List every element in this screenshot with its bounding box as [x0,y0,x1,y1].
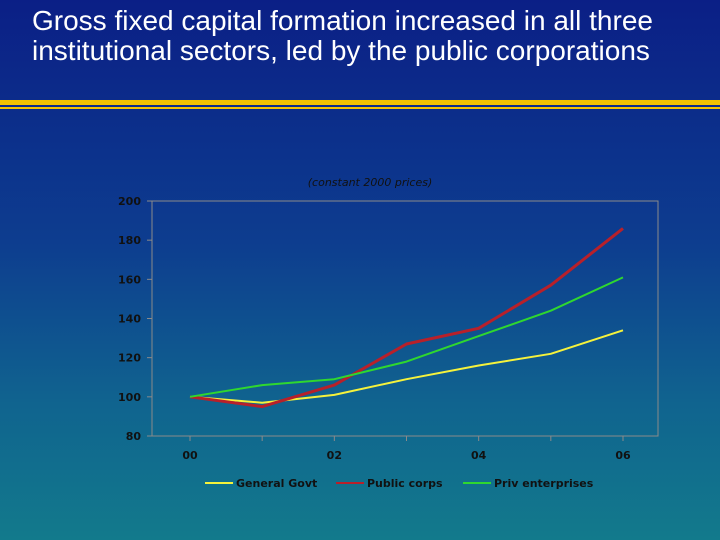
legend-label-2: Public corps [367,477,443,490]
chart-title: (constant 2000 prices) [308,176,433,189]
x-tick-label: 00 [182,449,198,462]
y-tick-label: 100 [118,391,141,404]
y-tick-label: 140 [118,313,141,326]
slide-title: Gross fixed capital formation increased … [32,5,653,66]
y-tick-label: 120 [118,352,141,365]
y-tick-label: 160 [118,273,141,286]
x-tick-label: 06 [615,449,631,462]
legend-label-3: Priv enterprises [494,477,594,490]
y-tick-label: 80 [126,430,142,443]
series-line-2 [189,227,624,409]
legend-label-1: General Govt [236,477,317,490]
series-line-3 [189,276,624,398]
series-line-1 [189,329,624,404]
title-rule-thick [0,100,720,105]
y-tick-label: 180 [118,234,141,247]
y-tick-label: 200 [118,195,141,208]
x-tick-label: 02 [327,449,342,462]
title-rule-thin [0,107,720,109]
x-tick-label: 04 [471,449,487,462]
